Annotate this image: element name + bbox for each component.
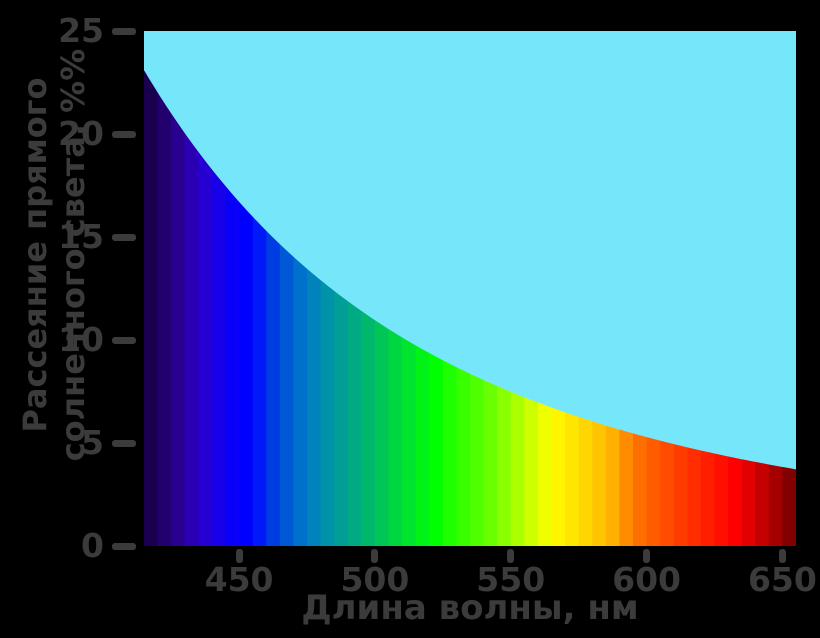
spectrum-area-plot (144, 31, 796, 546)
y-tick-label: 5 (81, 423, 104, 462)
y-tick-label: 10 (58, 320, 104, 359)
spectrum-stripe (184, 31, 199, 546)
x-tick-label: 450 (204, 560, 274, 599)
x-tick-mark (778, 549, 786, 563)
x-tick-mark (507, 549, 515, 563)
x-tick-mark (643, 549, 651, 563)
y-tick-mark (112, 27, 136, 35)
x-tick-label: 650 (747, 560, 817, 599)
y-tick-label: 15 (58, 217, 104, 256)
y-tick-mark (112, 130, 136, 138)
y-tick-mark (112, 233, 136, 241)
sky-scattering-region (144, 31, 796, 470)
plot-area (144, 31, 796, 546)
x-tick-label: 500 (340, 560, 410, 599)
y-tick-mark (112, 336, 136, 344)
x-tick-label: 550 (476, 560, 546, 599)
y-tick-mark (112, 439, 136, 447)
y-tick-label: 20 (58, 114, 104, 153)
x-tick-label: 600 (612, 560, 682, 599)
y-tick-mark (112, 542, 136, 550)
y-tick-label: 0 (81, 526, 104, 565)
y-tick-label: 25 (58, 11, 104, 50)
x-tick-mark (235, 549, 243, 563)
x-axis-title: Длина волны, нм (301, 588, 639, 628)
spectrum-stripe (157, 31, 172, 546)
x-tick-mark (371, 549, 379, 563)
spectrum-stripe (171, 31, 186, 546)
spectrum-stripe (144, 31, 159, 546)
